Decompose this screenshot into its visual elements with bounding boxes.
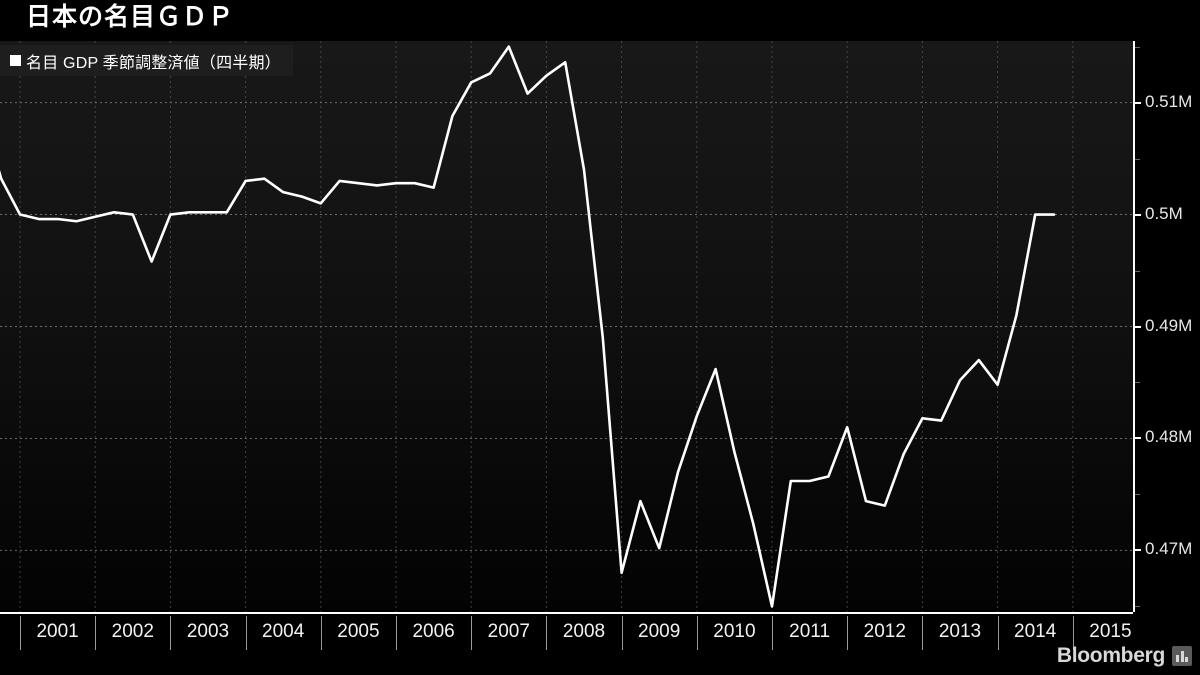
x-tick-label: 2007	[487, 621, 530, 642]
gdp-series-line	[0, 45, 1056, 608]
x-tick-label: 2001	[36, 621, 79, 642]
y-minor-tick	[1135, 382, 1140, 384]
x-axis-separator	[396, 616, 397, 650]
x-axis-separator	[546, 616, 548, 650]
x-axis-separator	[170, 616, 172, 650]
y-tick-label: 0.47M	[1145, 539, 1193, 559]
y-minor-tick	[1135, 158, 1140, 160]
x-axis-separator	[245, 616, 247, 650]
legend-label: 名目 GDP 季節調整済値（四半期）	[26, 54, 281, 72]
y-tick-label: 0.49M	[1145, 315, 1193, 335]
x-axis-separator	[997, 616, 999, 650]
x-axis-separator	[1072, 616, 1074, 650]
x-tick-label: 2002	[111, 621, 154, 642]
bar-chart-icon	[1172, 646, 1192, 666]
chart-legend[interactable]: 名目 GDP 季節調整済値（四半期）	[0, 45, 293, 76]
x-tick-label: 2004	[262, 621, 305, 642]
x-axis-separator	[621, 616, 623, 650]
chart-header: 日本の名目ＧＤＰ	[0, 0, 1200, 41]
x-axis-separator	[772, 616, 773, 650]
y-axis: 0.51M 0.5M 0.49M 0.48M 0.47M	[1133, 41, 1200, 612]
y-tick-label: 0.5M	[1145, 203, 1183, 223]
y-tick-mark	[1135, 325, 1141, 328]
x-axis-separator	[20, 616, 21, 650]
y-minor-tick	[1135, 270, 1140, 272]
y-tick-mark	[1135, 549, 1141, 552]
x-tick-label: 2015	[1089, 621, 1132, 642]
y-minor-tick	[1135, 46, 1140, 48]
x-axis-separator	[922, 616, 924, 650]
x-axis: 0 2001 2002 2003 2004 2005 2006 2007 2008 2009 201…	[0, 612, 1200, 654]
y-tick-mark	[1135, 213, 1141, 216]
x-tick-label: 0	[0, 621, 20, 643]
bloomberg-brand: Bloomberg	[1057, 645, 1192, 667]
brand-name: Bloomberg	[1056, 644, 1165, 667]
vertical-gridlines-group	[19, 41, 1074, 612]
y-tick-mark	[1135, 101, 1141, 104]
x-axis-separator	[95, 616, 97, 650]
x-axis-separator	[696, 616, 698, 650]
y-minor-tick	[1135, 494, 1140, 496]
footer-bar	[0, 654, 1200, 675]
x-tick-label: 2014	[1014, 621, 1057, 642]
x-tick-label: 2005	[337, 621, 380, 642]
x-tick-label: 2012	[863, 621, 906, 642]
y-minor-tick	[1135, 606, 1140, 608]
x-tick-label: 2003	[186, 621, 230, 642]
x-tick-label: 2013	[938, 621, 982, 642]
x-axis-separator	[471, 616, 473, 650]
square-marker-icon	[10, 55, 21, 66]
plot-area	[0, 41, 1133, 612]
x-axis-line	[0, 612, 1133, 614]
y-axis-line	[1133, 41, 1135, 612]
x-axis-separator	[320, 616, 322, 650]
x-tick-label: 2009	[638, 621, 681, 642]
x-tick-label: 2006	[412, 621, 455, 642]
x-axis-separator	[847, 616, 849, 650]
x-tick-label: 2011	[789, 621, 831, 642]
y-tick-label: 0.51M	[1145, 91, 1193, 111]
page-title: 日本の名目ＧＤＰ	[26, 3, 235, 31]
y-tick-label: 0.48M	[1145, 427, 1193, 447]
x-tick-label: 2008	[562, 621, 606, 642]
gridlines-group	[0, 102, 1133, 551]
y-tick-mark	[1135, 437, 1141, 440]
x-tick-label: 2010	[713, 621, 756, 642]
gdp-line-chart-svg	[0, 41, 1133, 612]
